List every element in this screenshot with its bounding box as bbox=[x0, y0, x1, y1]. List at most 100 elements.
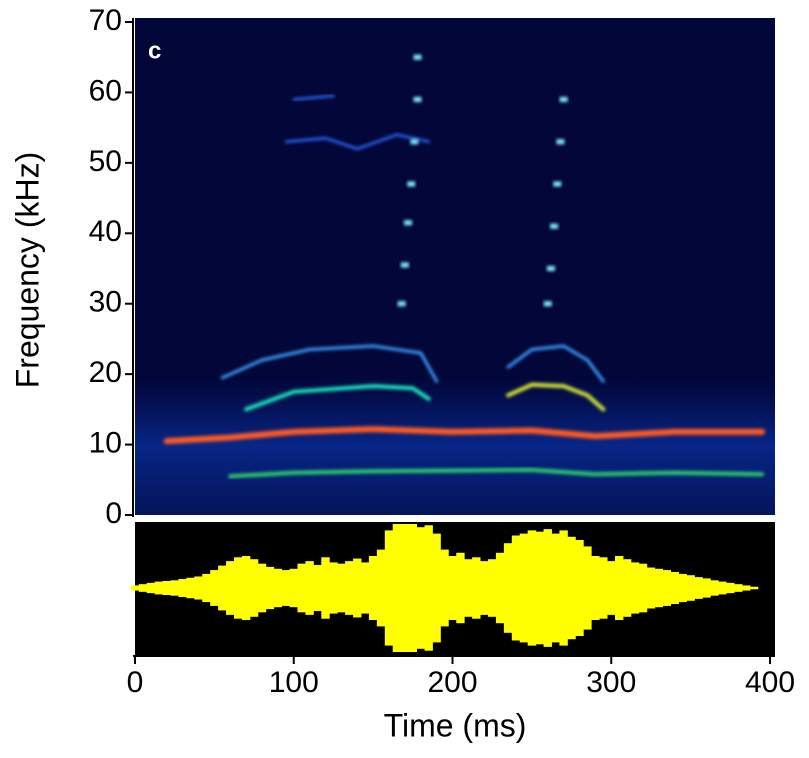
waveform-envelope bbox=[686, 575, 695, 601]
waveform-envelope bbox=[599, 557, 608, 619]
waveform-envelope bbox=[186, 577, 195, 599]
waveform-envelope bbox=[567, 536, 576, 640]
waveform-envelope bbox=[130, 585, 140, 591]
waveform-envelope bbox=[535, 531, 545, 645]
waveform-envelope bbox=[233, 557, 243, 619]
waveform-envelope bbox=[329, 562, 338, 614]
waveform-envelope bbox=[741, 585, 751, 591]
harmonic-pulse bbox=[400, 262, 409, 268]
waveform-envelope bbox=[384, 530, 394, 646]
waveform-envelope bbox=[440, 549, 449, 627]
waveform-envelope bbox=[487, 559, 497, 617]
harmonic-trace bbox=[244, 384, 431, 412]
waveform-envelope bbox=[464, 559, 473, 617]
waveform-envelope bbox=[337, 563, 346, 613]
waveform-envelope bbox=[495, 552, 505, 624]
waveform-envelope bbox=[273, 568, 283, 608]
waveform-envelope bbox=[210, 570, 219, 606]
panel-label: c bbox=[148, 37, 161, 64]
waveform-envelope bbox=[527, 530, 537, 646]
y-tick-label: 30 bbox=[89, 286, 122, 319]
waveform-envelope bbox=[392, 524, 402, 652]
y-tick-label: 50 bbox=[89, 145, 122, 178]
harmonic-trace bbox=[220, 344, 439, 383]
waveform-envelope bbox=[670, 572, 679, 604]
harmonic-pulse bbox=[556, 139, 565, 145]
x-tick-label: 0 bbox=[127, 666, 144, 699]
waveform-envelope bbox=[654, 568, 664, 608]
waveform-envelope bbox=[694, 577, 703, 599]
waveform-envelope bbox=[400, 524, 410, 652]
waveform-envelope bbox=[607, 561, 616, 615]
waveform-envelope bbox=[559, 530, 568, 646]
waveform-envelope bbox=[630, 562, 640, 614]
y-tick-label: 40 bbox=[89, 215, 122, 248]
waveform-envelope bbox=[226, 561, 235, 615]
harmonic-trace bbox=[292, 94, 335, 101]
waveform-envelope bbox=[702, 578, 711, 598]
waveform-envelope bbox=[456, 552, 465, 624]
waveform-envelope bbox=[241, 556, 251, 620]
waveform-envelope bbox=[503, 543, 513, 633]
waveform-envelope bbox=[265, 566, 275, 610]
waveform-envelope bbox=[353, 558, 362, 618]
y-axis-title: Frequency (kHz) bbox=[9, 152, 45, 389]
waveform-envelope bbox=[305, 561, 314, 615]
harmonic-pulse bbox=[410, 139, 419, 145]
waveform-envelope bbox=[368, 556, 378, 620]
waveform-envelope bbox=[614, 556, 624, 620]
waveform-envelope bbox=[519, 533, 529, 643]
y-tick-label: 20 bbox=[89, 356, 122, 389]
waveform-envelope bbox=[297, 563, 306, 613]
waveform-envelope bbox=[202, 573, 211, 603]
harmonic-pulse bbox=[413, 96, 422, 102]
waveform-envelope bbox=[551, 533, 560, 643]
waveform-envelope bbox=[162, 580, 171, 596]
waveform-envelope bbox=[710, 580, 719, 596]
harmonic-trace bbox=[163, 426, 766, 445]
y-tick-label: 0 bbox=[105, 497, 122, 530]
waveform-envelope bbox=[678, 573, 687, 603]
harmonic-pulse bbox=[413, 54, 422, 60]
harmonic-pulse bbox=[550, 223, 559, 229]
waveform-envelope bbox=[178, 579, 187, 597]
waveform-envelope bbox=[218, 565, 227, 611]
waveform-envelope bbox=[472, 557, 481, 619]
waveform-envelope bbox=[583, 546, 592, 630]
harmonic-trace bbox=[228, 467, 765, 479]
harmonic-pulse bbox=[404, 220, 413, 226]
harmonic-pulse bbox=[407, 181, 416, 187]
x-tick-label: 100 bbox=[269, 666, 319, 699]
x-tick-label: 200 bbox=[427, 666, 477, 699]
x-axis-title: Time (ms) bbox=[384, 707, 527, 743]
waveform-envelope bbox=[424, 525, 433, 651]
waveform-envelope bbox=[146, 582, 156, 594]
waveform-envelope bbox=[622, 559, 632, 617]
waveform-envelope bbox=[575, 540, 584, 636]
harmonic-pulse bbox=[397, 301, 406, 307]
waveform-envelope bbox=[138, 584, 148, 592]
harmonic-pulse bbox=[543, 301, 552, 307]
x-tick-label: 400 bbox=[745, 666, 795, 699]
y-tick-label: 10 bbox=[89, 426, 122, 459]
waveform-envelope bbox=[321, 557, 330, 619]
waveform-envelope bbox=[154, 581, 164, 595]
waveform-envelope bbox=[638, 563, 648, 613]
waveform-envelope bbox=[591, 556, 600, 620]
waveform-envelope bbox=[416, 527, 425, 649]
waveform-envelope bbox=[257, 563, 267, 613]
waveform-envelope bbox=[313, 564, 322, 612]
waveform-envelope bbox=[511, 535, 521, 641]
y-tick-label: 60 bbox=[89, 74, 122, 107]
waveform-envelope bbox=[432, 533, 441, 643]
waveform-envelope bbox=[289, 568, 298, 608]
waveform-envelope bbox=[749, 586, 759, 590]
waveform-envelope bbox=[360, 562, 370, 614]
waveform-envelope bbox=[543, 529, 552, 647]
harmonic-trace bbox=[506, 344, 605, 383]
waveform-envelope bbox=[408, 524, 418, 652]
waveform-envelope bbox=[662, 570, 672, 606]
y-tick-label: 70 bbox=[89, 4, 122, 37]
waveform-envelope bbox=[345, 561, 354, 615]
